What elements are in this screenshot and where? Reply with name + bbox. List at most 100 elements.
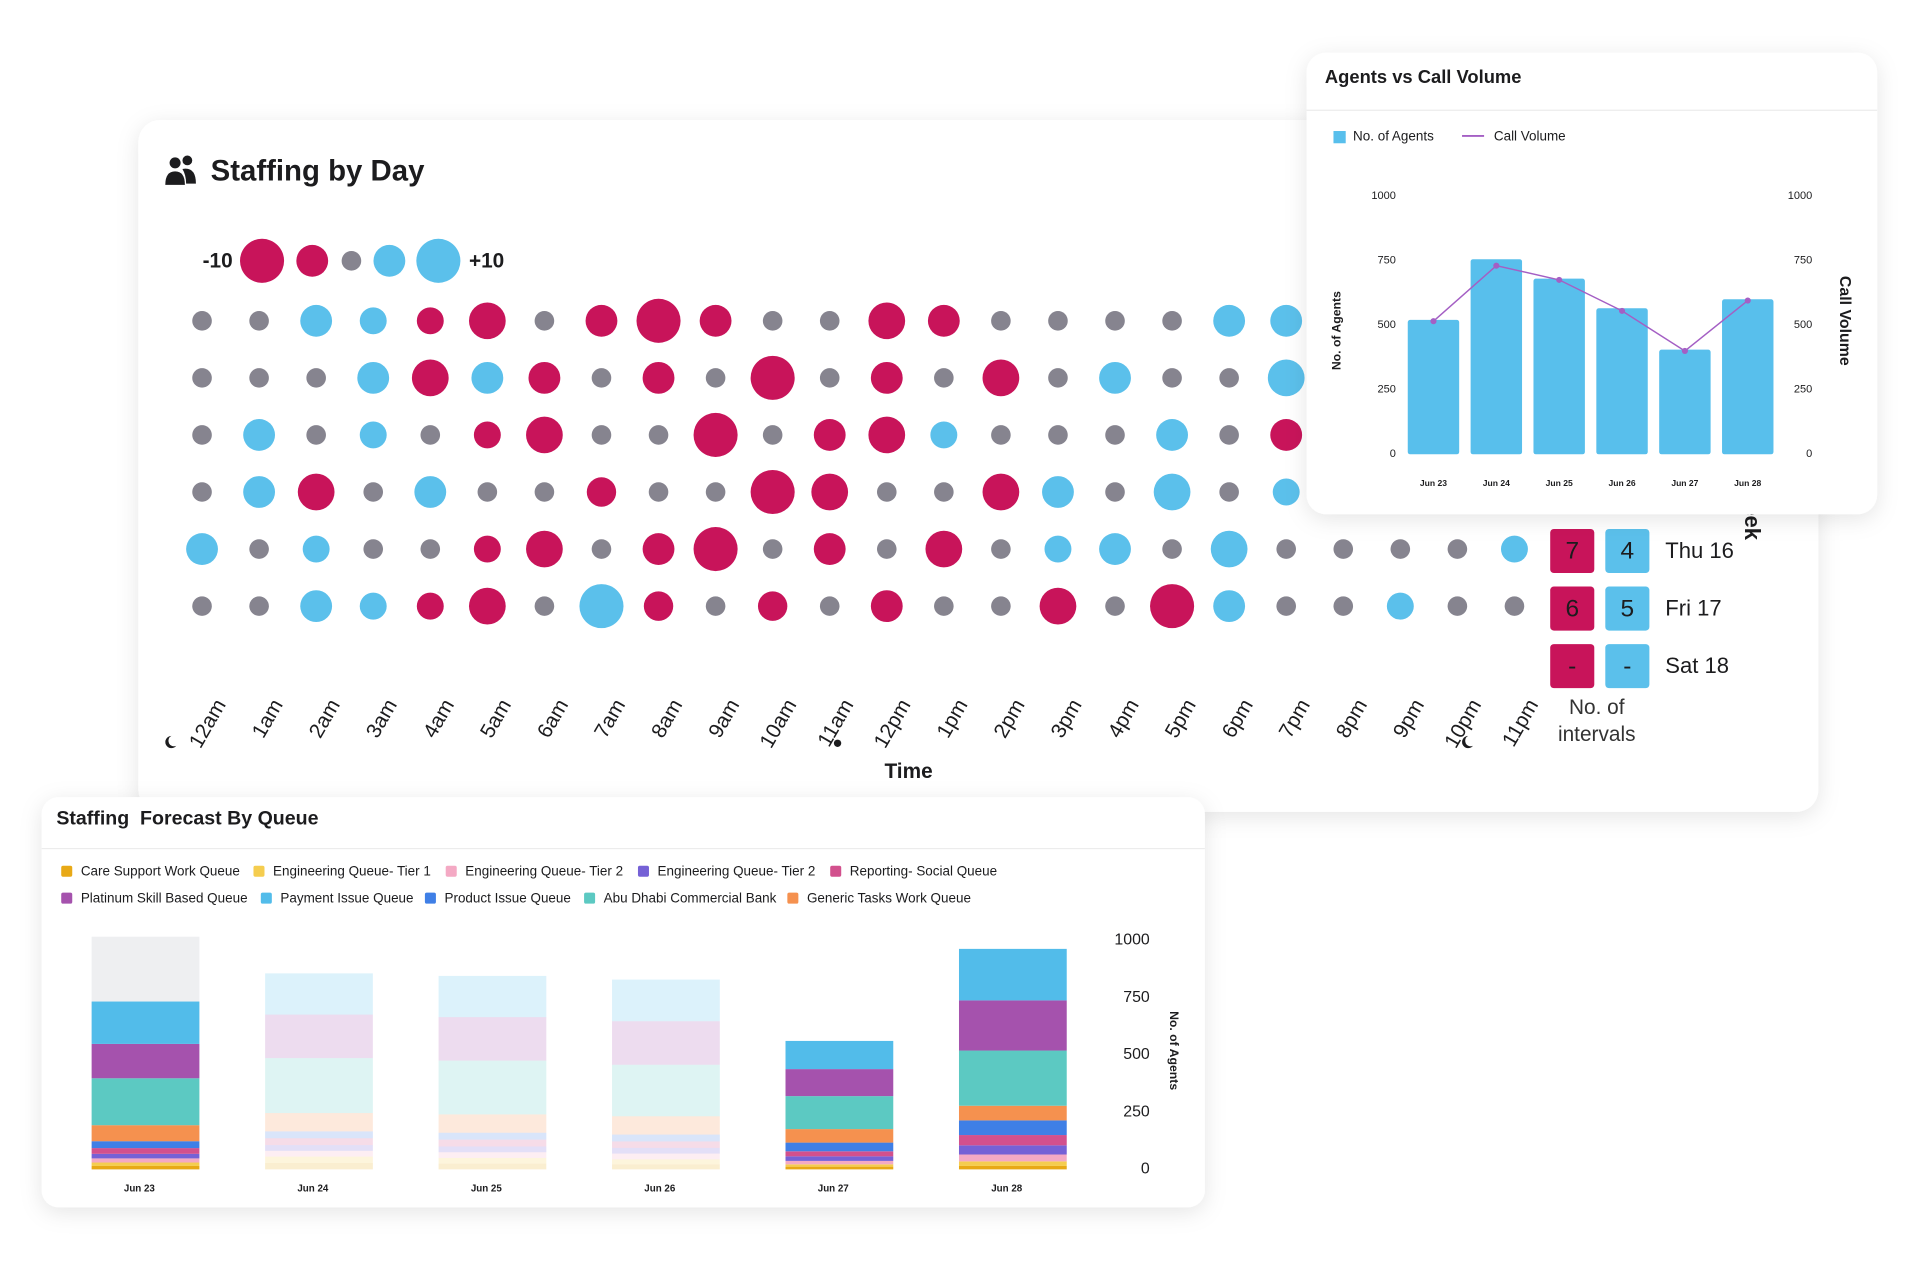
chart-title: Staffing Forecast By Queue [56, 807, 318, 829]
bar-segment [91, 1153, 200, 1159]
bubble [813, 419, 846, 451]
bubble [591, 539, 612, 559]
legend-swatch [61, 892, 73, 904]
bubble [868, 416, 906, 454]
size-legend-label: -10 [203, 250, 233, 273]
bubble [1276, 539, 1297, 559]
bubble [1039, 587, 1077, 625]
bubble [870, 590, 903, 623]
bubble [526, 416, 563, 454]
line-point [1744, 297, 1751, 304]
bubble [1267, 359, 1305, 397]
bubble [1105, 596, 1125, 616]
bar-segment [91, 1043, 200, 1079]
bar-segment [958, 1161, 1067, 1166]
bar [1470, 259, 1523, 455]
bubble [1099, 361, 1131, 394]
bubble [1333, 539, 1354, 559]
legend-swatch [253, 865, 265, 877]
bar-segment [438, 1146, 547, 1153]
bubble [982, 359, 1020, 397]
x-tick-label: Jun 23 [1420, 478, 1447, 488]
bar [1407, 319, 1460, 455]
bubble [249, 368, 269, 388]
summary-positive-box [1605, 644, 1650, 689]
size-legend-dot [416, 238, 461, 283]
bubble [1333, 596, 1354, 616]
summary-negative: - [1568, 653, 1576, 680]
bubble [705, 482, 726, 502]
y-tick-label: 750 [1378, 254, 1396, 266]
bubble [1390, 539, 1411, 559]
bubble [1048, 425, 1068, 445]
bubble [302, 535, 330, 563]
bubble [1150, 584, 1195, 629]
y2-tick-label: 1000 [1788, 190, 1813, 202]
bubble [1162, 368, 1182, 388]
bubble [1162, 539, 1182, 559]
bubble [468, 302, 506, 340]
bar-segment [265, 1162, 373, 1170]
summary-positive: 4 [1621, 538, 1635, 565]
bubble [471, 361, 504, 394]
bubble [991, 425, 1011, 445]
bubble [643, 591, 674, 621]
y-tick-label: 1000 [1371, 190, 1396, 202]
legend-swatch [61, 865, 73, 877]
x-tick-label: Jun 26 [644, 1184, 676, 1195]
y-tick-label: 500 [1378, 319, 1396, 331]
bar-segment [438, 1152, 547, 1158]
bubble [1105, 311, 1125, 331]
summary-title: No. of intervals [1557, 695, 1636, 746]
bar-segment [438, 1132, 547, 1140]
bubble [819, 311, 840, 331]
x-tick-label: Jun 25 [471, 1184, 503, 1195]
bar-segment [91, 1125, 200, 1142]
bar-segment [612, 1134, 720, 1142]
x-tick-label: Jun 25 [1546, 478, 1573, 488]
bar [1596, 308, 1648, 455]
bubble [473, 535, 501, 563]
legend-label: Product Issue Queue [444, 890, 570, 905]
bubble [750, 355, 795, 400]
bubble [642, 533, 675, 565]
bubble [359, 592, 387, 620]
bar-segment [958, 1105, 1067, 1121]
y-tick-label: 250 [1123, 1103, 1150, 1120]
bar-segment [265, 1131, 373, 1139]
bubble [357, 361, 390, 394]
bar-segment [438, 975, 547, 1018]
bubble [1162, 311, 1182, 331]
bubble [705, 368, 726, 388]
bubble [414, 476, 447, 508]
legend-label: Generic Tasks Work Queue [807, 890, 971, 905]
bubble [876, 539, 897, 559]
card [1306, 52, 1878, 515]
bar-segment [958, 1145, 1067, 1155]
bubble [186, 533, 218, 565]
summary-positive: 5 [1621, 595, 1635, 622]
bubble [1447, 539, 1468, 559]
summary-negative: 7 [1565, 538, 1579, 565]
bubble [934, 368, 954, 388]
x-tick-label: Jun 24 [297, 1184, 329, 1195]
size-legend-dot [240, 238, 285, 283]
bubble [762, 425, 783, 445]
legend-label: Call Volume [1494, 129, 1566, 144]
people-icon [165, 155, 196, 185]
x-tick-label: Jun 24 [1483, 478, 1510, 488]
legend-label: Engineering Queue- Tier 2 [465, 863, 623, 878]
bar-segment [958, 1120, 1067, 1136]
line-point [1430, 318, 1437, 325]
bubble [1048, 311, 1068, 331]
bubble [642, 361, 675, 394]
bubble [1219, 368, 1239, 388]
size-legend-dot [341, 251, 362, 271]
size-legend-dot [373, 244, 406, 277]
bubble [1500, 535, 1528, 563]
bubble [636, 298, 681, 343]
bar-segment [612, 1116, 720, 1135]
bar-segment [785, 1164, 894, 1167]
y-axis-title: No. of Agents [1329, 291, 1343, 370]
y2-axis-title: Call Volume [1836, 276, 1853, 366]
